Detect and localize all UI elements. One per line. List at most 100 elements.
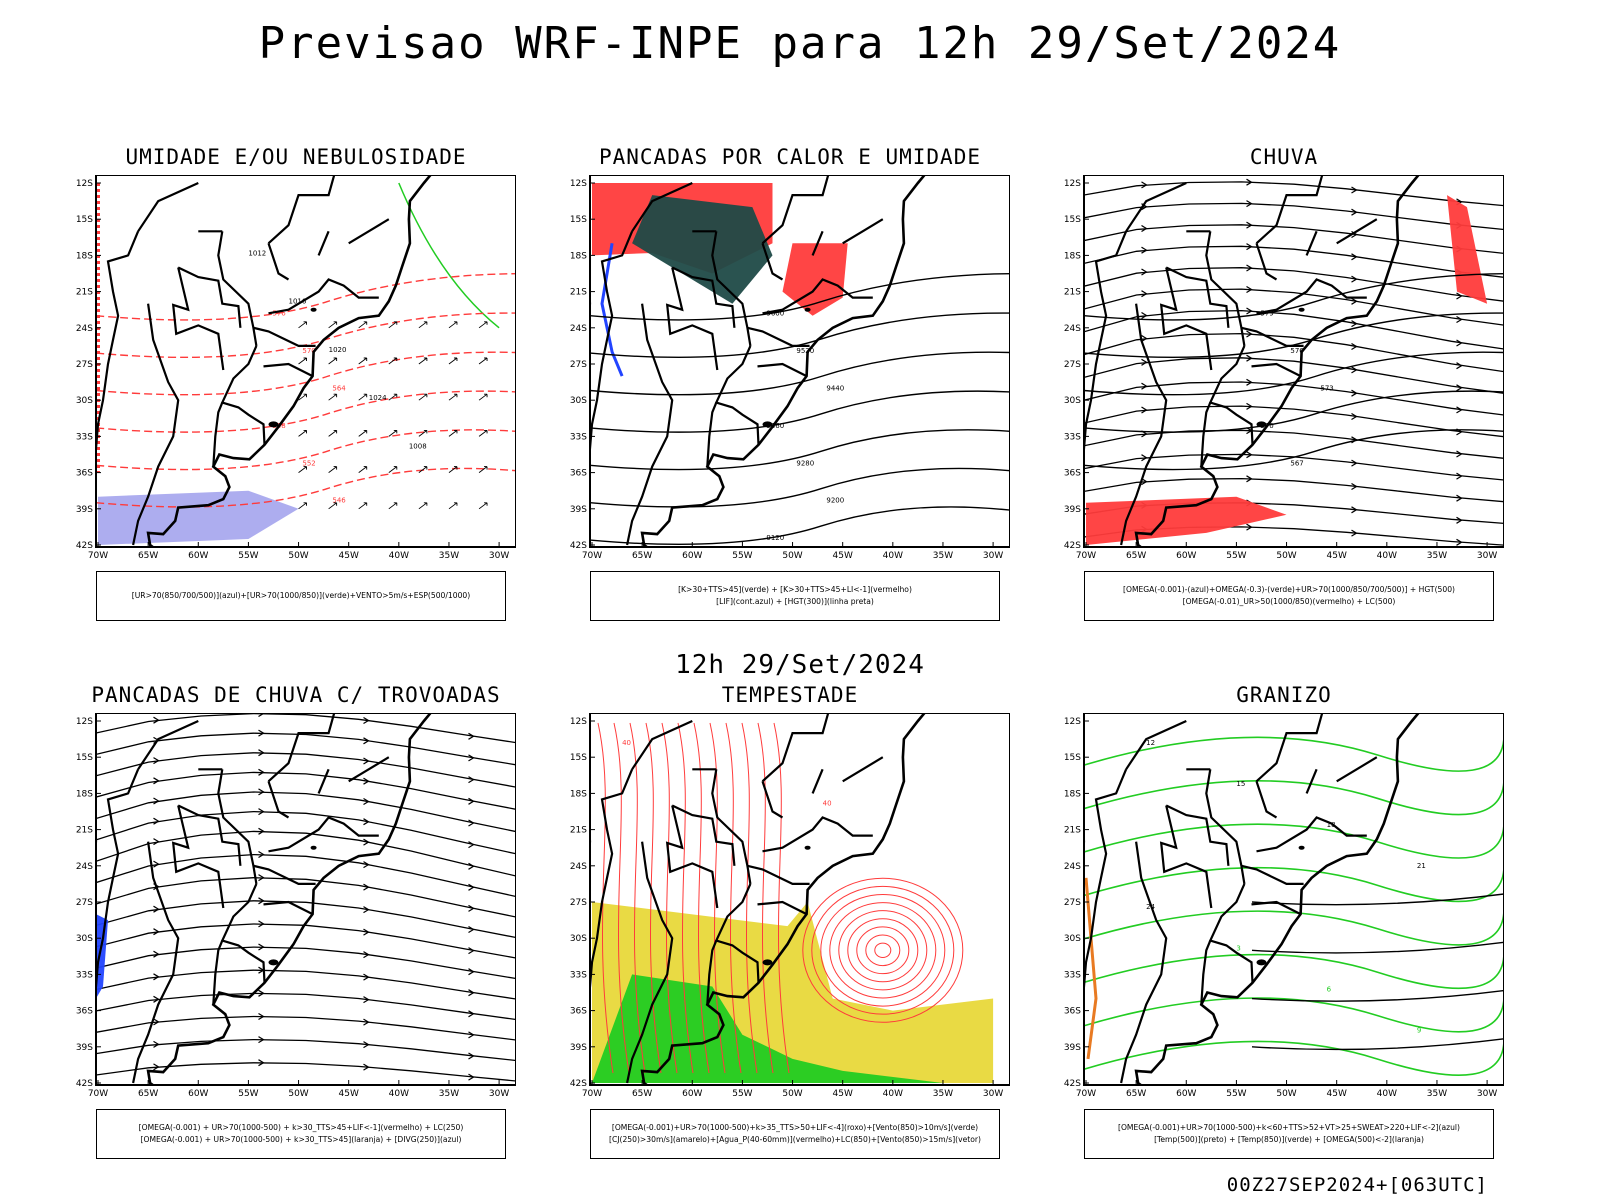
wind-arrow bbox=[478, 466, 488, 473]
streamline-arrow bbox=[258, 874, 265, 882]
temp-500-contour bbox=[1251, 989, 1504, 1002]
streamline-arrow bbox=[468, 989, 475, 997]
streamline-arrow bbox=[258, 749, 265, 757]
lat-tick-label: 33S bbox=[1064, 970, 1081, 980]
streamline bbox=[96, 810, 516, 855]
lat-tick-label: 18S bbox=[570, 251, 587, 261]
streamline-arrow bbox=[363, 1063, 370, 1071]
border-line bbox=[1200, 402, 1212, 467]
lon-tick-label: 50W bbox=[1276, 1089, 1296, 1099]
lat-tick-label: 15S bbox=[1064, 753, 1081, 763]
contour-label: 573 bbox=[1320, 384, 1333, 392]
streamline-arrow bbox=[468, 1052, 475, 1060]
panel-granizo: GRANIZO 12 15 18 21 24 3 6 9 12S 15S 18S 21S 24S 27S 30… bbox=[1064, 683, 1504, 1173]
isobar-label: 1008 bbox=[409, 442, 427, 450]
lake bbox=[268, 959, 279, 966]
contour-label: 9 bbox=[1417, 1026, 1421, 1034]
lon-tick-label: 40W bbox=[1377, 1089, 1397, 1099]
wind-arrow bbox=[298, 429, 307, 437]
map bbox=[590, 713, 927, 1085]
lat-tick-label: 36S bbox=[76, 469, 93, 479]
panel-legend: [OMEGA(-0.001) + UR>70(1000-500) + k>30_… bbox=[96, 1109, 506, 1159]
streamline-arrow bbox=[1456, 384, 1463, 392]
streamline-arrow bbox=[363, 716, 370, 725]
contour-label: 579 bbox=[1260, 310, 1273, 318]
height-contour bbox=[96, 429, 516, 471]
streamline-arrow bbox=[1351, 342, 1358, 351]
lat-tick-label: 18S bbox=[76, 251, 93, 261]
lat-tick-label: 21S bbox=[570, 288, 587, 298]
map-content: 40 40 bbox=[590, 713, 994, 1085]
streamline-arrow bbox=[1456, 538, 1463, 546]
omega-orange bbox=[1084, 877, 1098, 1060]
temp-850-contour bbox=[1084, 778, 1504, 816]
wind-arrow bbox=[328, 429, 338, 437]
border-line bbox=[671, 266, 736, 328]
border-line bbox=[1256, 816, 1367, 853]
legend-line: [UR>70(850/700/500)](azul)+[UR>70(1000/8… bbox=[131, 591, 471, 600]
lon-tick-label: 60W bbox=[682, 551, 702, 561]
lat-tick-label: 30S bbox=[570, 396, 587, 406]
lon-tick-label: 30W bbox=[489, 551, 509, 561]
lon-tick-label: 65W bbox=[138, 551, 158, 561]
border-line bbox=[1241, 326, 1304, 347]
border-line bbox=[217, 769, 258, 885]
border-line bbox=[1205, 231, 1246, 347]
wind-arrow bbox=[418, 357, 428, 365]
border-line bbox=[171, 267, 225, 371]
border-line bbox=[747, 864, 810, 885]
panel-title: CHUVA bbox=[1249, 145, 1319, 169]
streamline-arrow bbox=[1351, 253, 1358, 261]
streamline-arrow bbox=[468, 841, 475, 849]
lat-tick-label: 21S bbox=[1064, 826, 1081, 836]
panel-legend: [OMEGA(-0.001)+UR>70(1000-500)+k>35_TTS>… bbox=[590, 1109, 1000, 1159]
map-frame bbox=[589, 175, 1010, 548]
lon-tick-label: 70W bbox=[1076, 551, 1096, 561]
streamline bbox=[677, 722, 694, 1074]
streamline-arrow bbox=[468, 1031, 475, 1039]
contour-label: 9200 bbox=[826, 497, 844, 505]
streamline-arrow bbox=[1246, 178, 1253, 186]
border-line bbox=[626, 841, 674, 1084]
streamline-arrow bbox=[1246, 307, 1253, 315]
border-line bbox=[268, 278, 379, 315]
map-figure: 9600 9520 9440 9360 9280 9200 9120 12S 15S 18S 21S… bbox=[570, 175, 1010, 561]
streamline-arrow bbox=[468, 732, 475, 740]
lon-tick-label: 50W bbox=[782, 1089, 802, 1099]
lon-tick-label: 30W bbox=[1477, 551, 1497, 561]
legend-line: [OMEGA(-0.001)+UR>70(1000-500)+k>35_TTS>… bbox=[611, 1123, 979, 1132]
wind-arrow bbox=[448, 502, 458, 510]
temp-contours bbox=[1084, 735, 1504, 1076]
streamline-arrow bbox=[363, 906, 370, 914]
wind-arrow bbox=[358, 393, 368, 401]
streamline bbox=[96, 713, 516, 744]
wind-arrow bbox=[298, 321, 307, 329]
wind-arrow bbox=[448, 393, 458, 401]
map bbox=[1084, 175, 1421, 547]
border-line bbox=[671, 804, 736, 866]
lat-tick-label: 21S bbox=[76, 826, 93, 836]
lat-tick-label: 33S bbox=[570, 432, 587, 442]
humidity-field-blue bbox=[98, 490, 299, 545]
border-line bbox=[1200, 940, 1212, 1005]
map-frame bbox=[1083, 713, 1504, 1086]
temp-850-contour bbox=[1084, 995, 1504, 1033]
wind-850-green bbox=[592, 974, 943, 1083]
lon-tick-label: 30W bbox=[489, 1089, 509, 1099]
streamline-arrow bbox=[468, 968, 475, 976]
streamline-arrow bbox=[468, 883, 475, 891]
wind-arrow bbox=[298, 466, 307, 473]
panel-title: TEMPESTADE bbox=[721, 683, 859, 707]
streamline-arrow bbox=[258, 989, 265, 997]
wind-arrow bbox=[358, 321, 368, 329]
streamline-arrow bbox=[1141, 406, 1148, 414]
wind-arrow bbox=[418, 502, 428, 510]
lat-tick-label: 15S bbox=[570, 753, 587, 763]
lon-tick-label: 60W bbox=[188, 551, 208, 561]
rain-red bbox=[1086, 496, 1287, 545]
border-line bbox=[317, 768, 330, 794]
streamline-arrow bbox=[468, 904, 475, 912]
lat-tick-label: 33S bbox=[570, 970, 587, 980]
lon-tick-label: 45W bbox=[339, 551, 359, 561]
